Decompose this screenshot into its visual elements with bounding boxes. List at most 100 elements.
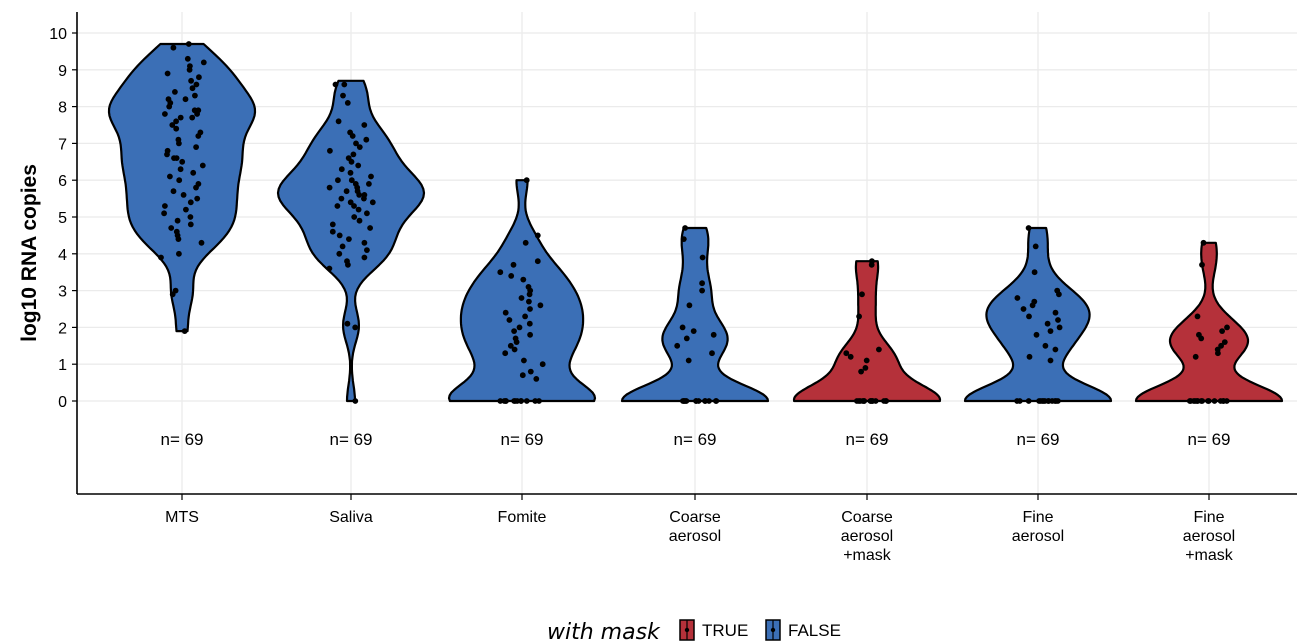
data-point [510, 261, 517, 268]
jitter-points [158, 41, 1230, 404]
data-point [367, 225, 373, 231]
legend-key-point [770, 627, 776, 633]
data-point [180, 192, 187, 198]
legend-label-false: FALSE [788, 621, 841, 640]
y-axis-label: log10 RNA copies [18, 164, 41, 342]
data-point [527, 331, 533, 338]
data-point [368, 173, 374, 180]
data-point [173, 155, 180, 162]
data-point [869, 398, 875, 404]
count-label: n= 69 [673, 430, 716, 449]
data-point [176, 140, 182, 147]
y-tick-label: 0 [58, 394, 67, 411]
data-point [353, 140, 359, 147]
legend: with mask TRUE FALSE [547, 619, 841, 642]
data-point [166, 103, 173, 110]
data-point [1219, 328, 1225, 334]
data-point [326, 265, 333, 272]
count-labels: n= 69 n= 69 n= 69 n= 69 n= 69 n= 69 n= 69 [160, 430, 1230, 449]
data-point [347, 199, 354, 206]
data-point [356, 217, 363, 224]
data-point [168, 225, 175, 231]
x-tick-label: Fine [1022, 509, 1053, 526]
data-point [1056, 324, 1063, 331]
data-point [1025, 225, 1032, 231]
data-point [187, 214, 194, 220]
data-point [341, 81, 348, 88]
data-point [497, 269, 504, 276]
data-point [363, 136, 370, 143]
data-point [679, 324, 686, 331]
data-point [338, 195, 345, 202]
y-tick-label: 8 [58, 100, 67, 117]
x-tick-label: +mask [843, 547, 892, 564]
data-point [1205, 398, 1212, 404]
data-point [351, 214, 358, 220]
data-point [355, 206, 362, 213]
data-point [533, 376, 540, 382]
data-point [173, 118, 180, 125]
data-point [683, 335, 690, 342]
violin-5 [792, 260, 942, 403]
data-point [350, 151, 357, 158]
data-point [348, 177, 355, 184]
data-point [1036, 398, 1042, 404]
y-tick-label: 2 [58, 320, 67, 337]
data-point [1198, 398, 1205, 404]
data-point [170, 188, 177, 195]
count-label: n= 69 [845, 430, 888, 449]
data-point [702, 398, 708, 404]
data-point [1192, 398, 1199, 404]
violin-1 [107, 42, 257, 333]
data-point [1042, 342, 1049, 349]
data-point [526, 298, 532, 305]
data-point [176, 250, 182, 257]
data-point [175, 236, 182, 243]
data-point [347, 169, 354, 176]
data-point [862, 365, 869, 371]
data-point [184, 55, 191, 62]
data-point [1029, 302, 1036, 309]
data-point [868, 261, 875, 268]
data-point [699, 287, 705, 294]
data-point [1186, 398, 1193, 404]
data-point [369, 199, 376, 206]
data-point [511, 328, 517, 334]
data-point [1217, 398, 1224, 404]
data-point [192, 92, 198, 99]
data-point [158, 254, 164, 261]
data-point [1052, 346, 1059, 353]
data-point [161, 210, 168, 217]
x-tick-label: aerosol [1012, 528, 1064, 545]
x-tick-label: +mask [1185, 547, 1234, 564]
data-point [699, 280, 705, 287]
x-tick-label: Fomite [498, 509, 547, 526]
data-point [190, 169, 197, 176]
data-point [1218, 342, 1224, 349]
data-point [682, 398, 689, 404]
data-point [335, 177, 341, 184]
data-point [1026, 353, 1033, 360]
data-point [1056, 291, 1062, 298]
data-point [183, 206, 189, 213]
violin-3 [447, 179, 597, 403]
data-point [344, 320, 351, 327]
data-point [843, 350, 850, 357]
data-point [356, 192, 363, 198]
data-point [195, 133, 202, 139]
data-point [346, 236, 352, 243]
data-point [170, 44, 177, 51]
data-point [680, 236, 687, 243]
data-point [186, 66, 193, 73]
data-point [198, 239, 205, 246]
legend-key-point [684, 627, 690, 633]
data-point [522, 239, 529, 246]
data-point [523, 177, 530, 184]
y-tick-label: 7 [58, 136, 67, 153]
data-point [329, 228, 336, 235]
data-point [520, 276, 527, 283]
data-point [361, 195, 367, 202]
data-point [167, 173, 173, 180]
data-point [1198, 335, 1205, 342]
